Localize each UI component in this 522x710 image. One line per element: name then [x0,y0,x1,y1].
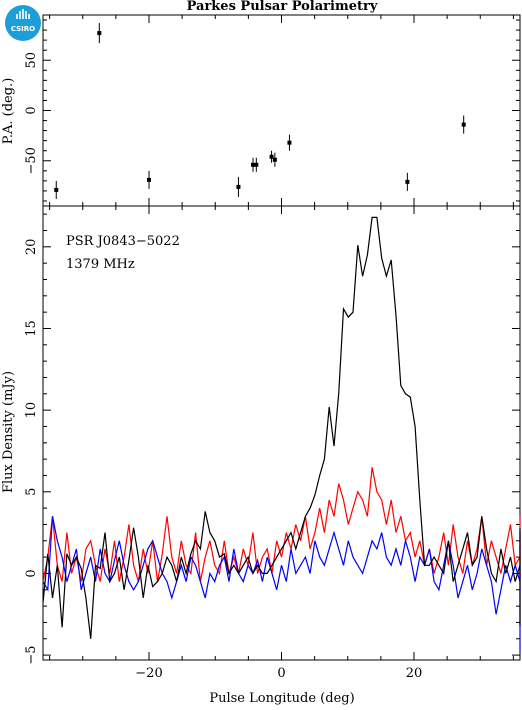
pa-axes: −50 0 50 [24,15,520,206]
pa-ytick-label: −50 [24,147,39,174]
frequency-annotation: 1379 MHz [66,257,135,272]
flux-series-line [42,216,521,639]
pa-ytick-label: 50 [24,52,39,69]
logo-text: CSIRO [11,25,35,33]
chart-title: Parkes Pulsar Polarimetry [187,0,378,14]
pa-point [272,152,277,167]
pa-point [147,170,151,189]
pa-point [54,180,59,199]
pa-panel-frame [42,14,521,207]
pa-point [97,23,102,44]
flux-xtick-label: 20 [406,666,423,681]
pa-ylabel: P.A. (deg.) [1,78,16,145]
csiro-logo: CSIRO [5,5,41,41]
pa-point [254,157,259,172]
flux-lines [42,216,521,652]
flux-ylabel: Flux Density (mJy) [1,371,16,493]
psr-name-annotation: PSR J0843−5022 [66,234,180,249]
flux-xlabel: Pulse Longitude (deg) [209,691,354,706]
flux-series-line [42,467,521,582]
flux-ytick-label: 0 [24,569,39,577]
flux-ytick-label: −5 [24,646,39,665]
flux-axes: −20 0 20 −5 0 5 10 15 20 [24,206,520,681]
pa-point [287,134,292,151]
flux-ytick-label: 20 [24,239,39,256]
flux-xtick-label: 0 [277,666,285,681]
pa-ytick-label: 0 [24,106,39,114]
flux-series-line [42,516,521,652]
pa-point [461,115,466,134]
flux-ytick-label: 10 [24,402,39,419]
pa-point [269,150,274,163]
pa-point [236,176,241,197]
flux-panel-frame [42,205,521,661]
flux-xtick-label: −20 [135,666,162,681]
pa-point [405,172,410,191]
pa-points [54,23,466,199]
pa-point [251,157,256,172]
flux-ytick-label: 15 [24,320,39,337]
flux-ytick-label: 5 [24,488,39,496]
